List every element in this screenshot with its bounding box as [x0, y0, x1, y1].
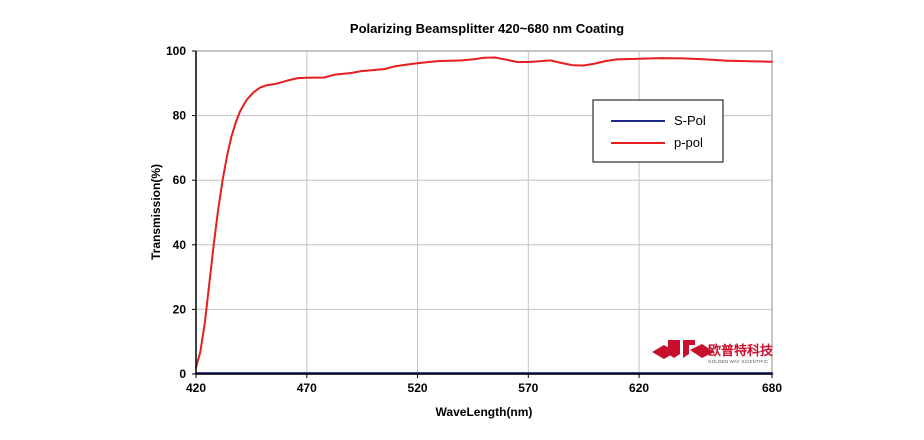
- legend-label-p-pol: p-pol: [674, 135, 703, 150]
- y-tick-label-20: 20: [173, 302, 187, 316]
- x-tick-label-570: 570: [518, 381, 538, 395]
- legend-box: [592, 99, 724, 163]
- y-axis-title: Transmission(%): [149, 164, 163, 260]
- chart-title: Polarizing Beamsplitter 420~680 nm Coati…: [350, 21, 624, 36]
- logo-mark-icon: [652, 340, 714, 359]
- x-tick-label-620: 620: [629, 381, 649, 395]
- y-tick-label-40: 40: [173, 238, 187, 252]
- legend: S-Pol p-pol: [592, 99, 724, 163]
- series-line-p-pol: [195, 56, 773, 369]
- y-tick-label-0: 0: [179, 367, 186, 381]
- legend-label-s-pol: S-Pol: [674, 113, 706, 128]
- x-tick-label-470: 470: [297, 381, 317, 395]
- x-tick-label-420: 420: [186, 381, 206, 395]
- y-tick-label-80: 80: [173, 109, 187, 123]
- logo-name-en: GOLDEN WAY SCIENTIFIC: [708, 359, 769, 364]
- company-logo: 欧普特科技 GOLDEN WAY SCIENTIFIC: [652, 340, 774, 364]
- y-tick-label-100: 100: [166, 44, 186, 58]
- x-tick-label-680: 680: [762, 381, 782, 395]
- axes: [192, 50, 773, 378]
- logo-name-cn: 欧普特科技: [708, 343, 774, 358]
- tick-labels: 420 470 520 570 620 680 0 20 40 60 80 100: [166, 44, 782, 395]
- x-axis-title: WaveLength(nm): [436, 405, 533, 419]
- x-tick-label-520: 520: [408, 381, 428, 395]
- plot-frame: [195, 50, 773, 375]
- y-tick-label-60: 60: [173, 173, 187, 187]
